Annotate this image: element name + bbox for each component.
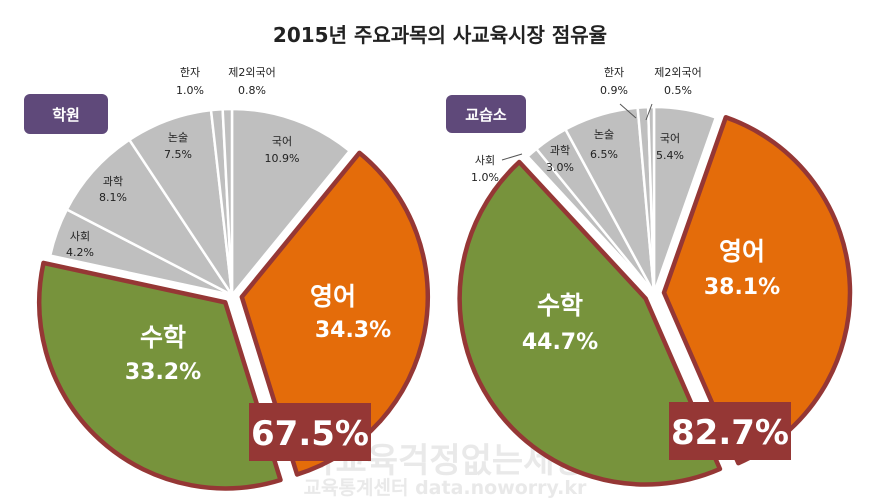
total-box-hagwon-bg [249, 403, 371, 461]
slice-value-math: 33.2% [125, 360, 201, 385]
highlight-outline [37, 260, 283, 491]
slice-value-science: 3.0% [546, 161, 574, 174]
badge-hagwon-label: 학원 [52, 106, 80, 124]
badge-hagwon: 학원 [24, 94, 108, 134]
total-box-hagwon: 67.5% [249, 403, 371, 461]
leader-line-hanja [619, 103, 637, 119]
slice-label-social: 사회 [70, 230, 90, 243]
slice-label-math: 수학 [140, 323, 186, 352]
total-hagwon-value: 67.5% [251, 414, 369, 454]
leader-line-social [501, 153, 523, 161]
pie-slice-second-language [221, 107, 234, 297]
slice-label-hanja: 한자 [604, 66, 624, 79]
slice-value-essay: 6.5% [590, 148, 618, 161]
total-box-gyoseupso-bg [669, 402, 791, 460]
slice-value-second-language: 0.5% [664, 84, 692, 97]
slice-label-social: 사회 [475, 154, 495, 167]
pie-slice-science [65, 138, 234, 297]
total-gyoseupso-value: 82.7% [671, 413, 789, 453]
slice-label-second-language: 제2외국어 [654, 66, 701, 79]
slice-value-korean: 5.4% [656, 149, 684, 162]
pie-chart-hagwon: 국어 10.9% 영어 34.3% 수학 33.2% 사회 4.2% 과학 8.1% 논술 7.5% 한… [37, 66, 431, 491]
total-box-gyoseupso: 82.7% [669, 402, 791, 460]
slice-value-hanja: 1.0% [176, 84, 204, 97]
slice-label-english: 영어 [719, 237, 765, 266]
pie-slice-korean [230, 107, 351, 297]
slice-label-math: 수학 [537, 291, 583, 320]
slice-label-essay: 논술 [594, 128, 614, 141]
slice-label-korean: 국어 [660, 132, 680, 145]
slice-label-english: 영어 [310, 282, 356, 311]
slice-label-korean: 국어 [272, 135, 292, 148]
slice-label-hanja: 한자 [180, 66, 200, 79]
slice-value-essay: 7.5% [164, 148, 192, 161]
slice-value-science: 8.1% [99, 191, 127, 204]
highlight-outline [457, 159, 723, 487]
slice-value-math: 44.7% [522, 330, 598, 355]
slice-value-english: 38.1% [704, 275, 780, 300]
badge-hagwon-bg [24, 94, 108, 134]
badge-gyoseupso-label: 교습소 [465, 106, 507, 124]
badge-gyoseupso-bg [446, 95, 526, 133]
slice-label-essay: 논술 [168, 131, 188, 144]
pie-chart-gyoseupso: 국어 5.4% 영어 38.1% 수학 44.7% 사회 1.0% 과학 3.0% 논술 6.5% 한자… [457, 66, 853, 487]
watermark-line2: 교육통계센터 data.noworry.kr [304, 477, 587, 499]
slice-value-second-language: 0.8% [238, 84, 266, 97]
slice-value-social: 4.2% [66, 246, 94, 259]
slice-value-hanja: 0.9% [600, 84, 628, 97]
slice-value-korean: 10.9% [265, 152, 300, 165]
slice-label-science: 과학 [103, 175, 123, 188]
slice-value-english: 34.3% [315, 318, 391, 343]
leader-line-second-language [645, 103, 653, 121]
slice-value-social: 1.0% [471, 171, 499, 184]
badge-gyoseupso: 교습소 [446, 95, 526, 133]
chart-title: 2015년 주요과목의 사교육시장 점유율 [273, 23, 607, 47]
slice-label-second-language: 제2외국어 [228, 66, 275, 79]
slice-label-science: 과학 [550, 144, 570, 157]
